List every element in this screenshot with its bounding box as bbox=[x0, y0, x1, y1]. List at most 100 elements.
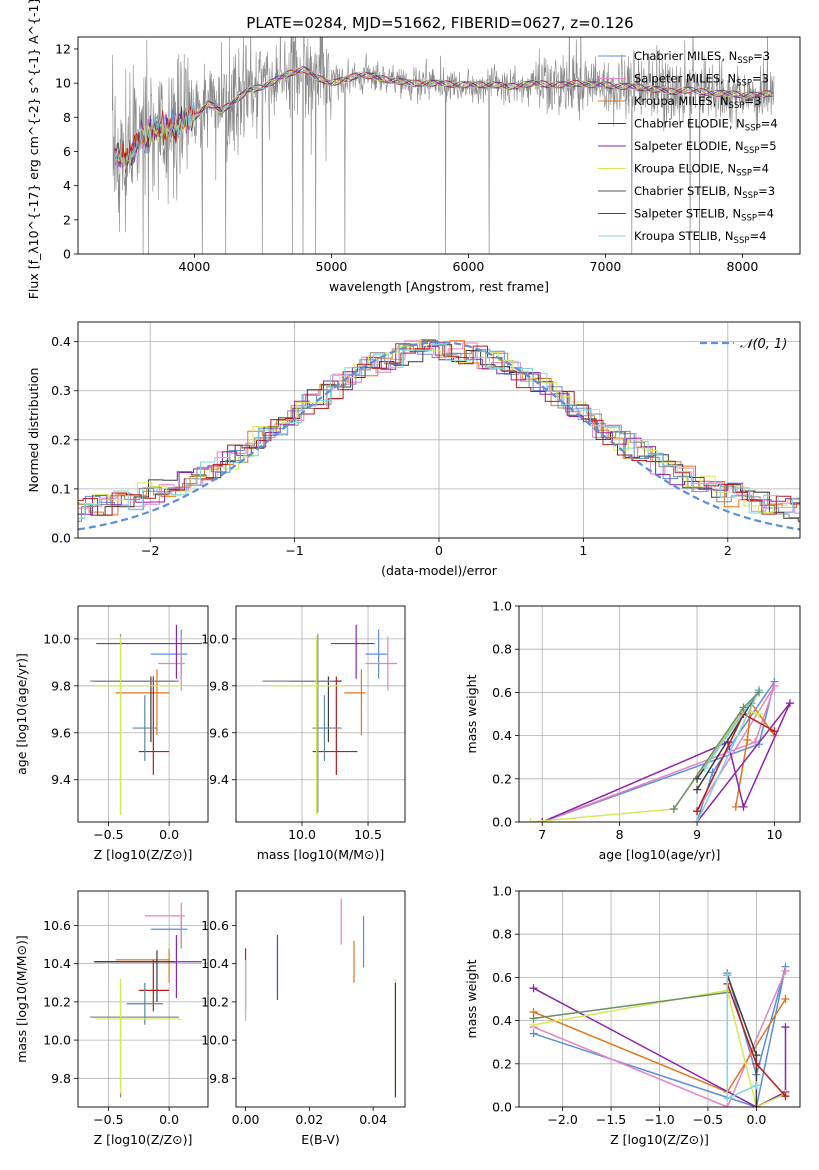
weight-marker bbox=[529, 1014, 538, 1023]
weight-marker bbox=[739, 703, 748, 712]
data-point bbox=[344, 669, 366, 736]
x-tick-label: −0.5 bbox=[693, 1112, 723, 1127]
data-point bbox=[262, 634, 336, 813]
legend-entry: Chabrier STELIB, NSSP=3 bbox=[634, 184, 775, 201]
y-tick-label: 2 bbox=[63, 212, 71, 227]
y-tick-label: 10.6 bbox=[43, 918, 71, 933]
weight-line bbox=[533, 970, 787, 1107]
weight-marker bbox=[781, 995, 790, 1003]
x-axis-label: age [log10(age/yr)] bbox=[599, 847, 721, 862]
x-tick-label: −2.0 bbox=[547, 1112, 577, 1127]
axes-residuals: −2 −1 0 1 2 0.0 0.1 0.2 0.3 0.4 (data-model)/error… bbox=[26, 321, 801, 578]
y-axis-label: mass weight bbox=[464, 674, 479, 753]
data-point bbox=[93, 950, 176, 1002]
data-point bbox=[331, 624, 375, 679]
x-axis-label: wavelength [Angstrom, rest frame] bbox=[329, 279, 549, 294]
y-tick-label: 0.6 bbox=[492, 970, 512, 985]
x-tick-label: −2 bbox=[141, 543, 159, 558]
x-tick-label: 10.5 bbox=[354, 827, 382, 842]
weight-marker bbox=[529, 984, 538, 993]
weight-marker bbox=[731, 802, 740, 811]
data-point bbox=[365, 629, 388, 679]
weight-marker bbox=[693, 785, 702, 794]
figure-title: PLATE=0284, MJD=51662, FIBERID=0627, z=0… bbox=[246, 14, 633, 32]
weight-lines bbox=[529, 962, 790, 1107]
weight-line bbox=[734, 701, 776, 808]
weight-line bbox=[533, 989, 786, 1107]
data-point bbox=[126, 982, 164, 1025]
x-tick-label: 8 bbox=[616, 827, 624, 842]
data-point bbox=[269, 636, 345, 815]
x-tick-label: −0.5 bbox=[93, 1112, 123, 1127]
weight-line bbox=[726, 975, 757, 1100]
x-tick-label: 6000 bbox=[453, 259, 485, 274]
legend-entry: Salpeter ELODIE, NSSP=5 bbox=[634, 139, 777, 156]
data-point bbox=[96, 636, 182, 815]
weight-marker bbox=[770, 681, 779, 690]
weight-marker bbox=[526, 818, 535, 822]
legend-entry: Chabrier MILES, NSSP=3 bbox=[634, 49, 770, 66]
weight-line bbox=[541, 681, 776, 822]
y-tick-label: 9.4 bbox=[51, 772, 71, 787]
weight-marker bbox=[538, 818, 547, 822]
y-tick-label: 0.3 bbox=[51, 383, 71, 398]
weight-marker bbox=[693, 807, 702, 816]
histogram-series bbox=[78, 339, 800, 516]
data-point bbox=[115, 948, 170, 983]
x-tick-label: 0.0 bbox=[746, 1112, 766, 1127]
y-tick-label: 10.2 bbox=[43, 994, 71, 1009]
x-tick-label: −1.0 bbox=[644, 1112, 674, 1127]
y-tick-label: 10.0 bbox=[201, 631, 229, 646]
x-axis-label: mass [log10(M/M⊙)] bbox=[257, 847, 385, 862]
axes-z_weight: −2.0 −1.5 −1.0 −0.5 0.0 0.0 0.2 0.4 0.6 0.8 1.0 Z [… bbox=[464, 884, 801, 1147]
legend-entry: Kroupa ELODIE, NSSP=4 bbox=[634, 162, 769, 179]
x-tick-label: 8000 bbox=[727, 259, 759, 274]
x-tick-label: −1 bbox=[285, 543, 303, 558]
errorbars bbox=[262, 624, 398, 815]
histogram-series bbox=[78, 342, 800, 516]
axes-frame bbox=[77, 36, 801, 255]
y-tick-label: 10 bbox=[55, 76, 71, 91]
y-tick-label: 10.0 bbox=[43, 1033, 71, 1048]
weight-marker bbox=[723, 1103, 732, 1107]
axes-frame bbox=[235, 605, 406, 823]
x-tick-label: 7000 bbox=[590, 259, 622, 274]
legend-entry: Salpeter MILES, NSSP=3 bbox=[634, 72, 769, 89]
y-tick-label: 12 bbox=[55, 41, 71, 56]
x-axis-label: (data-model)/error bbox=[381, 563, 498, 578]
x-tick-label: 5000 bbox=[316, 259, 348, 274]
x-axis-label: Z [log10(Z/Z⊙)] bbox=[610, 1132, 709, 1147]
y-tick-label: 1.0 bbox=[492, 599, 512, 614]
histogram-series bbox=[78, 343, 800, 519]
y-tick-label: 6 bbox=[63, 144, 71, 159]
axes-frame bbox=[518, 890, 801, 1108]
y-tick-label: 0.0 bbox=[492, 815, 512, 830]
histograms bbox=[78, 339, 800, 531]
axes-z_mass: −0.5 0.0 9.8 10.0 10.2 10.4 10.6 Z [log10(Z/Z⊙)… bbox=[14, 890, 209, 1147]
model-spectrum-line bbox=[114, 67, 773, 170]
x-tick-label: −0.5 bbox=[93, 827, 123, 842]
spectrum-legend: Chabrier MILES, NSSP=3 Salpeter MILES, NS… bbox=[598, 49, 778, 246]
y-tick-label: 0.8 bbox=[492, 927, 512, 942]
y-tick-label: 0.0 bbox=[51, 531, 71, 546]
weight-marker bbox=[781, 1023, 790, 1032]
x-tick-label: 10 bbox=[767, 827, 783, 842]
weight-marker bbox=[785, 699, 794, 708]
y-tick-label: 0.6 bbox=[492, 685, 512, 700]
x-axis-label: Z [log10(Z/Z⊙)] bbox=[94, 847, 193, 862]
y-tick-label: 0.4 bbox=[51, 334, 71, 349]
y-tick-label: 0.4 bbox=[492, 1013, 512, 1028]
axes-mass_age: 10.0 10.5 9.4 9.6 9.8 10.0 mass [log10(M/M⊙)] bbox=[201, 605, 406, 862]
weight-marker bbox=[723, 1094, 732, 1103]
weight-marker bbox=[743, 735, 752, 744]
x-tick-label: 2 bbox=[724, 543, 732, 558]
axes-spectrum: 4000 5000 6000 7000 8000 0 2 4 6 8 10 12 wavelength … bbox=[26, 0, 801, 299]
histogram-series bbox=[78, 343, 800, 518]
y-tick-label: 9.8 bbox=[51, 1071, 71, 1086]
y-tick-label: 1.0 bbox=[492, 884, 512, 899]
legend-entry: Chabrier ELODIE, NSSP=4 bbox=[634, 117, 778, 134]
y-axis-label: mass [log10(M/M⊙)] bbox=[14, 935, 29, 1063]
weight-marker bbox=[693, 818, 702, 822]
data-point bbox=[365, 636, 398, 691]
axes-frame bbox=[77, 321, 801, 539]
